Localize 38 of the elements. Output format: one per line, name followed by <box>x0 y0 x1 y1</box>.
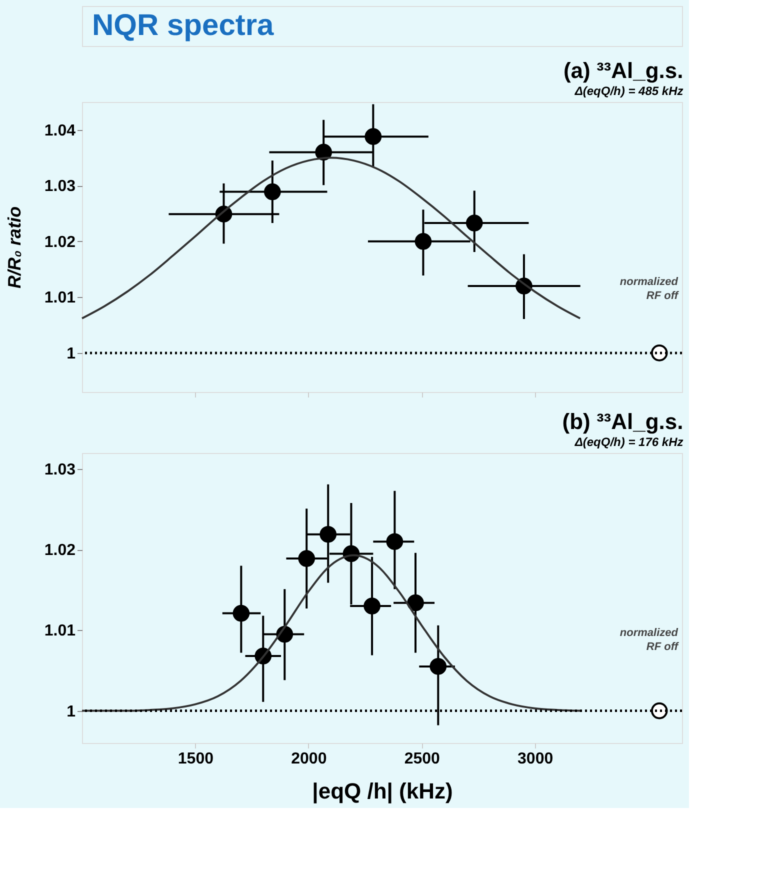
annotation: RF off <box>646 640 680 653</box>
y-tick-label: 1.02 <box>44 234 76 251</box>
text: NQR spectra <box>92 9 274 42</box>
y-tick-label: 1.03 <box>44 178 76 196</box>
y-tick-label: 1.02 <box>44 542 76 560</box>
point <box>407 594 424 612</box>
point <box>264 183 281 200</box>
chart-subtitle: Δ(eqQ/h) = 485 kHz <box>574 84 684 98</box>
point <box>466 214 483 232</box>
chart-title: (a) ³³Al_g.s. <box>563 58 684 83</box>
annotation: normalized <box>620 276 678 288</box>
y-tick-label: 1 <box>66 703 76 720</box>
point <box>430 658 447 675</box>
y-tick-label: 1.04 <box>44 122 76 140</box>
annotation: RF off <box>646 290 680 302</box>
point <box>315 144 332 161</box>
chart-title: (b) ³³Al_g.s. <box>562 409 684 434</box>
x-tick-label: 2500 <box>404 750 440 768</box>
point <box>650 344 668 362</box>
point <box>298 550 316 567</box>
point <box>414 233 432 250</box>
x-tick-label: 3000 <box>518 750 554 768</box>
chart-subtitle: Δ(eqQ/h) = 176 kHz <box>574 435 684 449</box>
point <box>364 128 382 145</box>
point <box>386 533 404 550</box>
x-tick-label: 2000 <box>291 750 327 768</box>
y-tick-label: 1 <box>66 345 76 362</box>
y-axis-title: R/R₀ ratio <box>4 206 24 289</box>
point <box>320 526 337 543</box>
y-tick-label: 1.01 <box>44 622 76 640</box>
point <box>364 598 380 614</box>
y-tick-label: 1.01 <box>44 290 76 307</box>
y-tick-label: 1.03 <box>44 462 76 479</box>
point <box>650 702 668 720</box>
x-tick-label: 1500 <box>178 750 214 768</box>
x-axis-title: |eqQ /h| (kHz) <box>312 778 453 804</box>
annotation: normalized <box>620 626 678 639</box>
point <box>232 604 250 622</box>
